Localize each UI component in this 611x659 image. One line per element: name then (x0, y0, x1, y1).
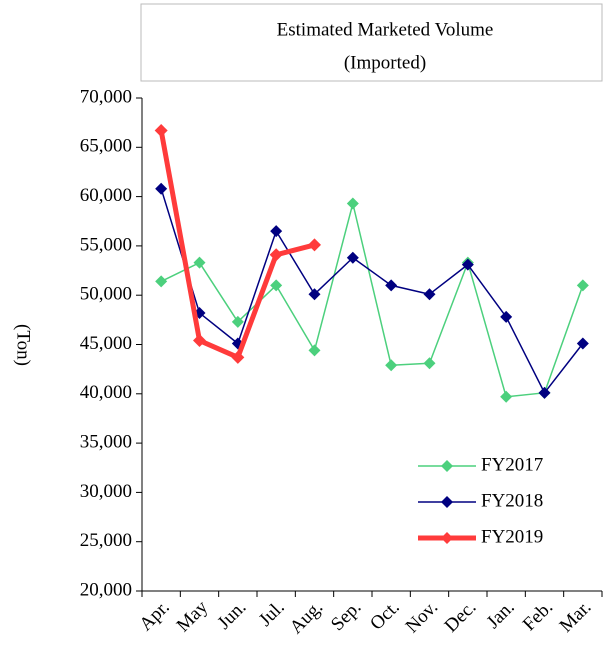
marker (231, 350, 245, 364)
marker (423, 357, 436, 370)
marker (269, 248, 283, 262)
x-tick-label: Mar. (556, 597, 596, 637)
marker (308, 344, 321, 357)
marker (270, 279, 283, 292)
x-tick-label: Aug. (286, 597, 327, 638)
legend-label: FY2019 (481, 526, 543, 547)
marker (385, 359, 398, 372)
marker (154, 124, 168, 138)
marker (423, 288, 436, 301)
marker (461, 258, 474, 271)
marker (155, 275, 168, 288)
x-tick-label: Oct. (366, 597, 404, 635)
y-tick-label: 55,000 (80, 234, 132, 255)
x-tick-label: Apr. (135, 597, 173, 635)
legend-marker (441, 460, 453, 472)
marker (538, 386, 551, 399)
marker (576, 337, 589, 350)
x-tick-label: Sep. (327, 597, 365, 635)
x-tick-label: May (173, 596, 213, 636)
y-axis-label: (Ton) (13, 324, 34, 366)
x-tick-label: Jul. (255, 597, 289, 631)
y-tick-label: 70,000 (80, 86, 132, 107)
x-tick-label: Feb. (519, 597, 557, 635)
legend-label: FY2017 (481, 454, 543, 475)
x-tick-label: Nov. (402, 597, 442, 637)
legend-label: FY2018 (481, 490, 543, 511)
marker (576, 279, 589, 292)
marker (346, 251, 359, 264)
y-tick-label: 60,000 (80, 185, 132, 206)
x-tick-label: Jun. (214, 597, 251, 634)
marker (270, 225, 283, 238)
y-tick-label: 40,000 (80, 382, 132, 403)
x-tick-label: Dec. (441, 597, 481, 637)
chart-title: Estimated Marketed Volume (277, 19, 494, 40)
marker (193, 334, 206, 348)
y-tick-label: 25,000 (80, 530, 132, 551)
title-box (140, 3, 603, 82)
y-tick-label: 20,000 (80, 579, 132, 600)
legend-marker (441, 496, 453, 508)
series-line (160, 188, 584, 394)
y-tick-label: 35,000 (80, 431, 132, 452)
marker (385, 279, 398, 292)
marker (308, 288, 321, 301)
marker (500, 310, 513, 323)
marker (231, 315, 244, 328)
y-tick-label: 45,000 (80, 333, 132, 354)
y-tick-label: 30,000 (80, 481, 132, 502)
chart-title: (Imported) (344, 52, 426, 73)
legend-marker (441, 532, 453, 544)
marker (346, 197, 359, 210)
marker (500, 390, 513, 403)
marker (193, 256, 206, 269)
y-tick-label: 50,000 (80, 284, 132, 305)
marker (308, 238, 321, 252)
series-line (160, 202, 584, 398)
x-tick-label: Jan. (483, 597, 519, 633)
y-tick-label: 65,000 (80, 136, 132, 157)
marker (155, 182, 168, 195)
